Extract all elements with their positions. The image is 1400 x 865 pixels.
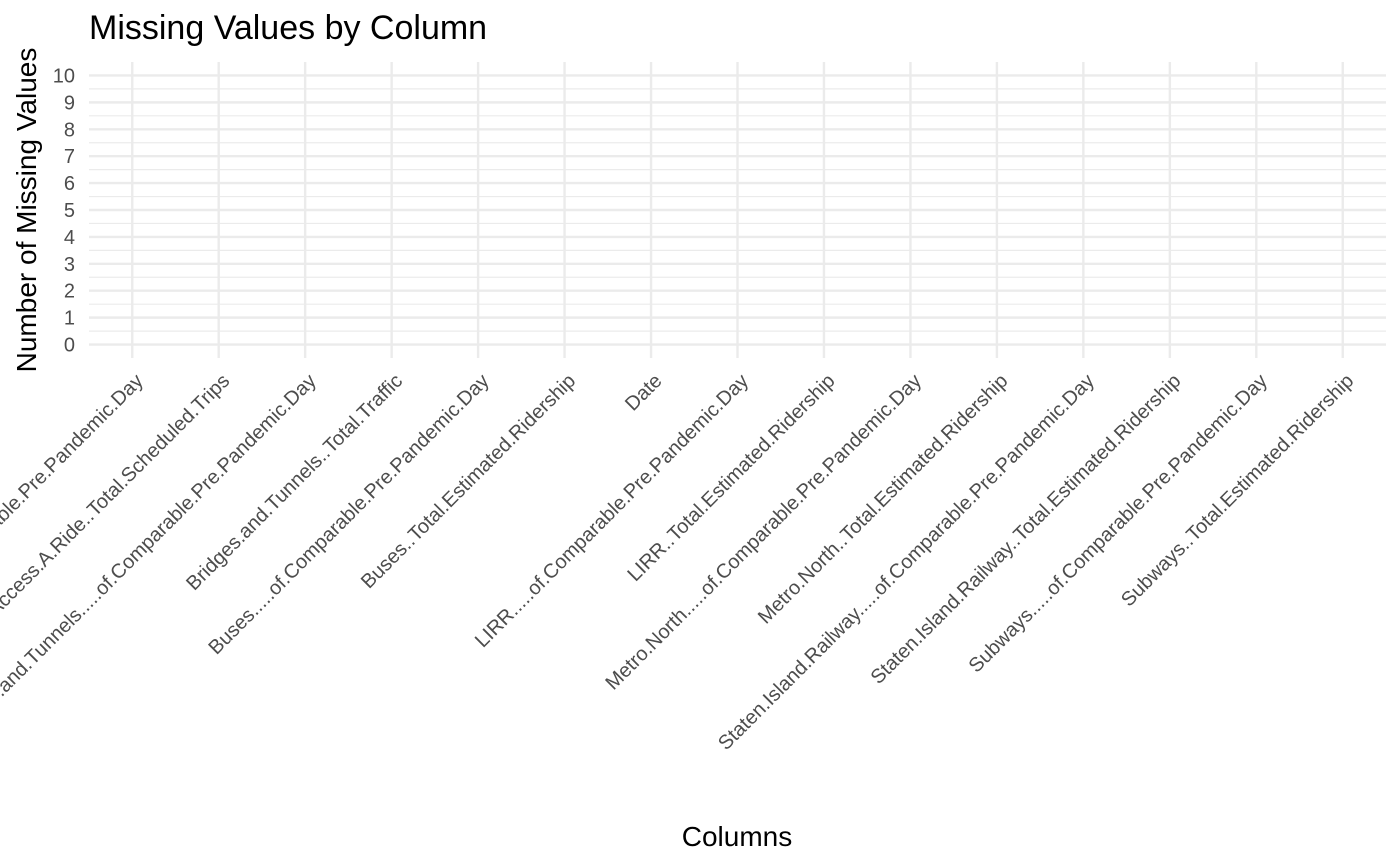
y-tick-label: 9	[64, 92, 75, 114]
y-tick-label: 4	[64, 227, 75, 249]
y-axis-ticks: 0 1 2 3 4 5 6 7 8 9 10	[53, 65, 75, 356]
chart-title: Missing Values by Column	[89, 9, 487, 47]
y-tick-label: 5	[64, 200, 75, 222]
y-tick-label: 6	[64, 173, 75, 195]
y-tick-label: 0	[64, 335, 75, 357]
y-axis-title: Number of Missing Values	[11, 48, 42, 373]
y-tick-label: 2	[64, 281, 75, 303]
grid-layer	[89, 62, 1386, 358]
y-tick-label: 3	[64, 254, 75, 276]
y-tick-label: 8	[64, 119, 75, 141]
x-axis-title: Columns	[682, 821, 792, 852]
y-tick-label: 1	[64, 308, 75, 330]
y-tick-label: 10	[53, 65, 75, 87]
y-tick-label: 7	[64, 146, 75, 168]
